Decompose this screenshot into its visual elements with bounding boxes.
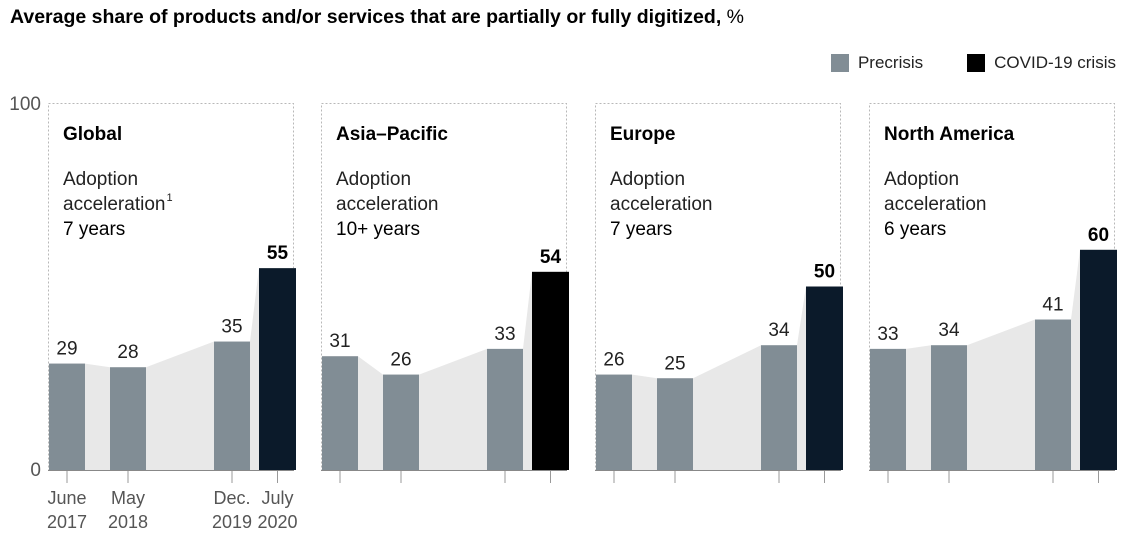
panel-4-bar-1	[870, 348, 906, 470]
panel-1-bar-4	[259, 268, 296, 470]
panel-4-note-line2: acceleration	[884, 194, 986, 215]
panel-3-bar-2	[657, 378, 693, 470]
panel-3-value-label-4: 50	[814, 262, 835, 283]
panel-1-bar-3	[214, 341, 250, 470]
panel-2-bar-4	[532, 271, 569, 470]
panel-2-region-title: Asia–Pacific	[336, 124, 448, 145]
legend-swatch-precrisis	[830, 54, 849, 72]
panel-3-bar-4	[806, 286, 843, 470]
chart-title-text: Average share of products and/or service…	[10, 6, 722, 28]
panel-3-value-label-2: 25	[664, 353, 685, 374]
chart-title-unit: %	[726, 6, 745, 28]
panel-2-note-line1: Adoption	[336, 169, 411, 190]
panel-4-value-label-4: 60	[1088, 225, 1109, 246]
panel-3-value-label-3: 34	[768, 320, 790, 341]
panel-1-region-title: Global	[63, 124, 122, 145]
panel-4-region-title: North America	[884, 124, 1015, 145]
panel-2-area	[322, 271, 569, 470]
panel-1-bar-2	[110, 367, 146, 470]
panel-2-bar-2	[383, 374, 419, 470]
panel-2-bar-1	[322, 356, 358, 470]
x-tick-label-1-line2: 2017	[47, 512, 87, 532]
panel-1-note-value: 7 years	[63, 219, 125, 240]
panel-2-note-value: 10+ years	[336, 219, 420, 240]
panel-3-value-label-1: 26	[603, 350, 624, 371]
panel-3-area	[596, 286, 843, 470]
panel-3-note-value: 7 years	[610, 219, 672, 240]
legend-label-covid: COVID-19 crisis	[994, 53, 1116, 72]
legend: Precrisis COVID-19 crisis	[787, 53, 1116, 73]
panel-4-value-label-1: 33	[877, 324, 898, 345]
panel-1-note-line1: Adoption	[63, 169, 138, 190]
panel-4-bar-3	[1035, 319, 1071, 470]
panel-4-note-value: 6 years	[884, 219, 946, 240]
panel-4-value-label-2: 34	[938, 320, 960, 341]
panel-4-note-line1: Adoption	[884, 169, 959, 190]
panel-2-value-label-3: 33	[494, 324, 515, 345]
x-tick-label-3-line1: Dec.	[213, 488, 250, 508]
legend-item-precrisis: Precrisis	[830, 53, 924, 73]
panel-4-area	[870, 249, 1117, 470]
legend-label-precrisis: Precrisis	[857, 53, 924, 72]
panel-1-note-line2: acceleration	[63, 194, 165, 215]
panel-2-value-label-2: 26	[390, 350, 411, 371]
panel-2-note-line2: acceleration	[336, 194, 438, 215]
panel-3-bar-1	[596, 374, 632, 470]
panel-1-bar-1	[49, 363, 85, 470]
panel-3-region-title: Europe	[610, 124, 675, 145]
legend-swatch-covid	[967, 54, 986, 72]
panel-3-note-line1: Adoption	[610, 169, 685, 190]
panel-4-bar-4	[1080, 249, 1117, 470]
panel-1-footnote-marker: 1	[166, 192, 172, 204]
panel-2-bar-3	[487, 348, 523, 470]
panel-1-value-label-4: 55	[267, 243, 289, 264]
panel-4-bar-2	[931, 345, 967, 470]
x-tick-label-4-line1: July	[261, 488, 293, 508]
x-tick-label-2-line1: May	[111, 488, 145, 508]
x-tick-label-2-line2: 2018	[108, 512, 148, 532]
x-tick-label-4-line2: 2020	[257, 512, 297, 532]
panel-1-area	[49, 268, 296, 470]
chart-title: Average share of products and/or service…	[10, 6, 744, 29]
x-tick-label-3-line2: 2019	[212, 512, 252, 532]
y-axis-label-min: 0	[30, 460, 41, 481]
legend-item-covid: COVID-19 crisis	[967, 53, 1116, 73]
x-tick-label-1-line1: June	[47, 488, 86, 508]
panel-3-bar-3	[761, 345, 797, 470]
panel-3-note-line2: acceleration	[610, 194, 712, 215]
panel-1-value-label-1: 29	[56, 339, 77, 360]
y-axis-label-max: 100	[9, 94, 41, 115]
panel-4-value-label-3: 41	[1042, 295, 1063, 316]
panel-1-value-label-3: 35	[221, 317, 242, 338]
panel-1-value-label-2: 28	[117, 342, 138, 363]
panel-2-value-label-1: 31	[329, 331, 350, 352]
panel-2-value-label-4: 54	[540, 247, 562, 268]
